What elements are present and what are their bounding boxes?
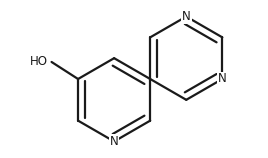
Text: HO: HO: [30, 55, 48, 68]
Text: N: N: [110, 135, 118, 148]
Text: N: N: [218, 73, 227, 85]
Text: N: N: [182, 10, 191, 23]
